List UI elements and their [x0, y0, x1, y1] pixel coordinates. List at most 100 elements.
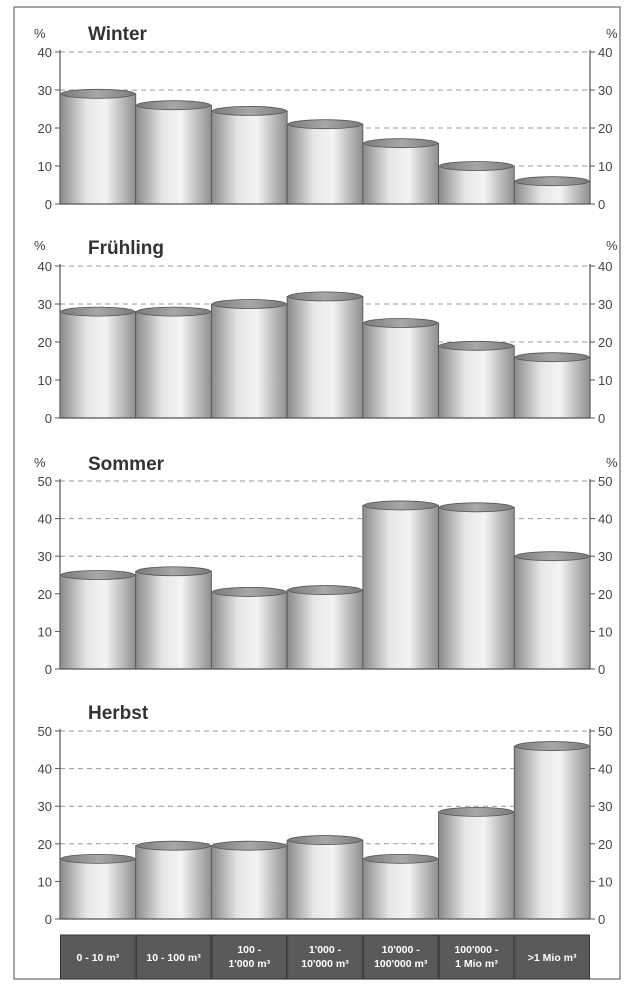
category-label-box	[135, 934, 212, 980]
category-label: 10 - 100 m³	[135, 934, 212, 980]
bar	[438, 806, 515, 920]
y-tick-label-left: 0	[45, 411, 52, 426]
bar	[438, 502, 515, 670]
bar-body	[59, 311, 137, 419]
category-label-line2: 10'000 m³	[301, 958, 349, 970]
bar-body	[438, 811, 515, 920]
bar-body	[210, 303, 288, 419]
bar-body	[135, 845, 212, 920]
bar-body	[210, 591, 288, 670]
bar	[210, 299, 288, 419]
bar-top	[287, 585, 363, 595]
bar-top	[514, 551, 590, 562]
y-tick-label-right: 20	[598, 121, 612, 136]
y-tick-label-left: 30	[38, 83, 52, 98]
bar	[59, 853, 137, 920]
category-label-line1: 100'000 -	[454, 944, 498, 956]
category-label: 100 - 1'000 m³	[211, 934, 288, 980]
y-tick-label-right: 40	[598, 512, 612, 527]
y-tick-label-left: 10	[38, 373, 52, 388]
category-label: 0 - 10 m³	[60, 934, 136, 980]
bar-body	[513, 745, 591, 920]
y-tick-label-right: 50	[598, 724, 612, 739]
y-tick-label-right: 30	[598, 83, 612, 98]
chart-panel-1: Frühling% % 0 0 10 10 20 20 30 30 40 40	[34, 238, 618, 426]
bar	[513, 551, 591, 670]
bar	[286, 119, 364, 205]
category-label-box	[287, 934, 363, 980]
category-label-strip: 0 - 10 m³ 10 - 100 m³ 100 - 1'000 m³ 1'000 -…	[60, 934, 590, 980]
bar	[135, 566, 212, 670]
bar-top	[136, 100, 211, 111]
category-label-box	[211, 934, 288, 980]
bar-body	[438, 165, 515, 205]
bar	[362, 138, 440, 205]
category-label-line1: >1 Mio m³	[528, 952, 577, 964]
bar-body	[135, 104, 212, 205]
bar-top	[212, 840, 287, 851]
y-tick-label-right: 20	[598, 335, 612, 350]
bar	[210, 587, 288, 670]
y-tick-label-right: 40	[598, 259, 612, 274]
bar-body	[362, 504, 440, 670]
category-label: >1 Mio m³	[514, 934, 590, 980]
bar-top	[212, 106, 287, 116]
category-label-line1: 0 - 10 m³	[77, 952, 120, 964]
y-unit-right: %	[606, 455, 618, 470]
bar-top	[439, 502, 514, 513]
y-tick-label-left: 40	[38, 762, 52, 777]
bar	[135, 840, 212, 920]
category-label: 100'000 - 1 Mio m³	[438, 934, 515, 980]
y-tick-label-right: 10	[598, 373, 612, 388]
y-tick-label-right: 30	[598, 297, 612, 312]
bar-top	[514, 352, 590, 363]
y-tick-label-right: 50	[598, 474, 612, 489]
y-tick-label-left: 30	[38, 549, 52, 564]
y-tick-label-right: 0	[598, 662, 605, 677]
bar	[513, 176, 591, 205]
panel-title: Frühling	[88, 238, 164, 259]
bar-top	[136, 566, 211, 577]
y-tick-label-right: 30	[598, 549, 612, 564]
category-label-line1: 100 -	[237, 944, 261, 956]
bar-top	[60, 853, 136, 864]
bar	[513, 352, 591, 419]
y-unit-right: %	[606, 238, 618, 253]
bar-body	[286, 589, 364, 670]
bar-top	[60, 306, 136, 317]
bar-body	[135, 311, 212, 419]
bar	[438, 161, 515, 205]
y-tick-label-right: 0	[598, 197, 605, 212]
bar-body	[438, 345, 515, 419]
bar-top	[439, 806, 514, 817]
y-tick-label-left: 0	[45, 197, 52, 212]
bar	[362, 500, 440, 670]
y-unit-left: %	[34, 238, 46, 253]
bar-top	[287, 291, 363, 302]
bar	[210, 106, 288, 205]
y-tick-label-left: 40	[38, 512, 52, 527]
y-tick-label-left: 0	[45, 912, 52, 927]
category-label-box	[60, 934, 136, 980]
bar-body	[286, 839, 364, 920]
bar-top	[363, 853, 438, 864]
bar	[59, 570, 137, 670]
bar-top	[60, 570, 136, 580]
bar-top	[287, 835, 363, 845]
y-unit-left: %	[34, 455, 46, 470]
y-tick-label-right: 10	[598, 624, 612, 639]
y-tick-label-left: 20	[38, 121, 52, 136]
bar-body	[59, 93, 137, 205]
bar-top	[363, 500, 438, 511]
chart-panel-2: Sommer% % 0 0 10 10 20 20 30 30 40 40 50 50	[34, 454, 618, 677]
category-label: 10'000 - 100'000 m³	[362, 934, 439, 980]
bar	[286, 585, 364, 670]
category-label-box	[438, 934, 515, 980]
bar-top	[212, 587, 287, 597]
bar	[135, 100, 212, 205]
y-tick-label-right: 40	[598, 45, 612, 60]
bar	[362, 318, 440, 419]
y-unit-left: %	[34, 26, 46, 41]
y-tick-label-right: 20	[598, 837, 612, 852]
